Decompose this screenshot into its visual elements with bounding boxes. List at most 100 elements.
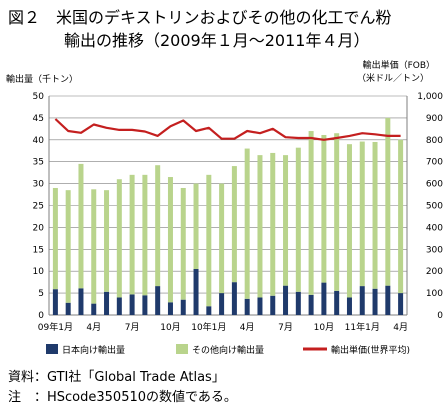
bar-japan xyxy=(359,286,365,315)
chart-title-line-2: 輸出の推移（2009年１月～2011年４月） xyxy=(64,31,370,50)
bar-other xyxy=(334,133,340,291)
bar-japan xyxy=(244,298,250,315)
y-right-tick-label: 300 xyxy=(426,245,443,255)
grid-layer xyxy=(49,95,407,316)
y-left-tick-label: 0 xyxy=(38,311,44,321)
bar-other xyxy=(244,148,250,299)
y-right-tick-label: 500 xyxy=(426,202,443,212)
source-note: 資料：GTI社「Global Trade Atlas」 xyxy=(8,370,225,385)
bar-other xyxy=(219,183,225,294)
x-tick-label: 4月 xyxy=(393,322,408,333)
bars-layer xyxy=(52,117,404,315)
bar-japan xyxy=(104,291,110,315)
bar-japan xyxy=(219,293,225,315)
bar-japan xyxy=(193,269,199,315)
bar-japan xyxy=(129,294,135,315)
bar-other xyxy=(206,174,212,307)
bar-other xyxy=(91,189,97,304)
bar-other xyxy=(283,155,289,286)
bar-japan xyxy=(295,291,301,315)
bar-other xyxy=(257,155,263,298)
legend-swatch-other xyxy=(176,344,188,354)
y-right-tick-label: 900 xyxy=(426,114,443,124)
bar-japan xyxy=(142,295,148,315)
bar-japan xyxy=(398,293,404,315)
bar-japan xyxy=(206,306,212,315)
y-left-tick-label: 50 xyxy=(33,92,45,102)
left-axis-title: 輸出量（千トン） xyxy=(6,75,79,85)
bar-japan xyxy=(78,288,84,315)
bar-other xyxy=(398,139,404,294)
bar-other xyxy=(65,190,71,303)
bar-japan xyxy=(116,297,122,315)
bar-japan xyxy=(65,302,71,315)
bar-other xyxy=(359,141,365,287)
legend-label-price: 輸出単価(世界平均) xyxy=(331,344,410,356)
y-right-tick-label: 0 xyxy=(437,311,443,321)
bar-other xyxy=(104,190,110,292)
bar-japan xyxy=(385,285,391,315)
bar-japan xyxy=(346,297,352,315)
y-left-tick-label: 45 xyxy=(33,114,44,124)
y-left-tick-label: 40 xyxy=(33,136,45,146)
x-tick-label: 7月 xyxy=(125,322,140,333)
y-left-tick-label: 10 xyxy=(33,267,45,277)
line-layer xyxy=(54,118,401,141)
x-tick-label: 10月 xyxy=(160,322,180,333)
chart-title-line-1: 図２ 米国のデキストリンおよびその他の化工でん粉 xyxy=(8,8,392,27)
x-tick-label: 4月 xyxy=(240,322,255,333)
right-axis-title-line-1: 輸出単価（FOB） xyxy=(362,61,435,71)
bar-other xyxy=(295,147,301,292)
bar-japan xyxy=(91,303,97,315)
bar-other xyxy=(52,187,58,290)
bar-other xyxy=(308,131,314,295)
legend-label-japan: 日本向け輸出量 xyxy=(62,344,125,356)
y-right-tick-label: 200 xyxy=(426,267,443,277)
bar-other xyxy=(180,187,186,300)
bar-other xyxy=(231,166,237,283)
bar-japan xyxy=(257,297,263,315)
bar-japan xyxy=(52,289,58,315)
y-left-tick-label: 5 xyxy=(38,289,44,299)
bar-other xyxy=(270,152,276,296)
bar-other xyxy=(78,163,84,289)
bar-japan xyxy=(180,299,186,315)
unit-price-line xyxy=(54,118,401,141)
legend-swatch-japan xyxy=(46,344,58,354)
bar-japan xyxy=(231,282,237,315)
bar-japan xyxy=(270,295,276,315)
bar-other xyxy=(193,183,199,270)
x-tick-label: 10月 xyxy=(314,322,334,333)
bar-other xyxy=(129,174,135,295)
bar-other xyxy=(321,134,327,283)
bar-other xyxy=(142,174,148,296)
y-left-tick-label: 35 xyxy=(33,158,44,168)
y-left-tick-label: 25 xyxy=(33,202,44,212)
bar-other xyxy=(346,144,352,298)
y-left-tick-label: 20 xyxy=(33,223,45,233)
x-tick-label: 10年1月 xyxy=(191,321,226,333)
bar-other xyxy=(372,141,378,289)
y-right-tick-label: 700 xyxy=(426,158,443,168)
y-right-tick-label: 1,000 xyxy=(417,92,443,102)
y-right-tick-label: 400 xyxy=(426,223,443,233)
axis-layer: 0 0 5 100 10 200 15 300 20 400 25 500 30 600 35 700 40 80… xyxy=(33,92,443,333)
x-tick-label: 7月 xyxy=(278,322,293,333)
footnote: 注 ：HScode350510の数値である。 xyxy=(8,390,237,405)
bar-other xyxy=(155,165,161,287)
y-right-tick-label: 800 xyxy=(426,136,443,146)
bar-japan xyxy=(321,282,327,315)
bar-japan xyxy=(372,288,378,315)
legend: 日本向け輸出量 その他向け輸出量 輸出単価(世界平均) xyxy=(46,344,410,356)
bar-japan xyxy=(167,302,173,315)
right-axis-title-line-2: （米ドル／トン） xyxy=(356,74,429,84)
x-tick-label: 4月 xyxy=(86,322,101,333)
x-tick-label: 11年1月 xyxy=(345,321,380,333)
bar-other xyxy=(167,177,173,303)
bar-japan xyxy=(334,290,340,315)
y-left-tick-label: 30 xyxy=(33,180,45,190)
bar-japan xyxy=(308,294,314,315)
bar-japan xyxy=(155,286,161,315)
bar-other xyxy=(385,117,391,286)
